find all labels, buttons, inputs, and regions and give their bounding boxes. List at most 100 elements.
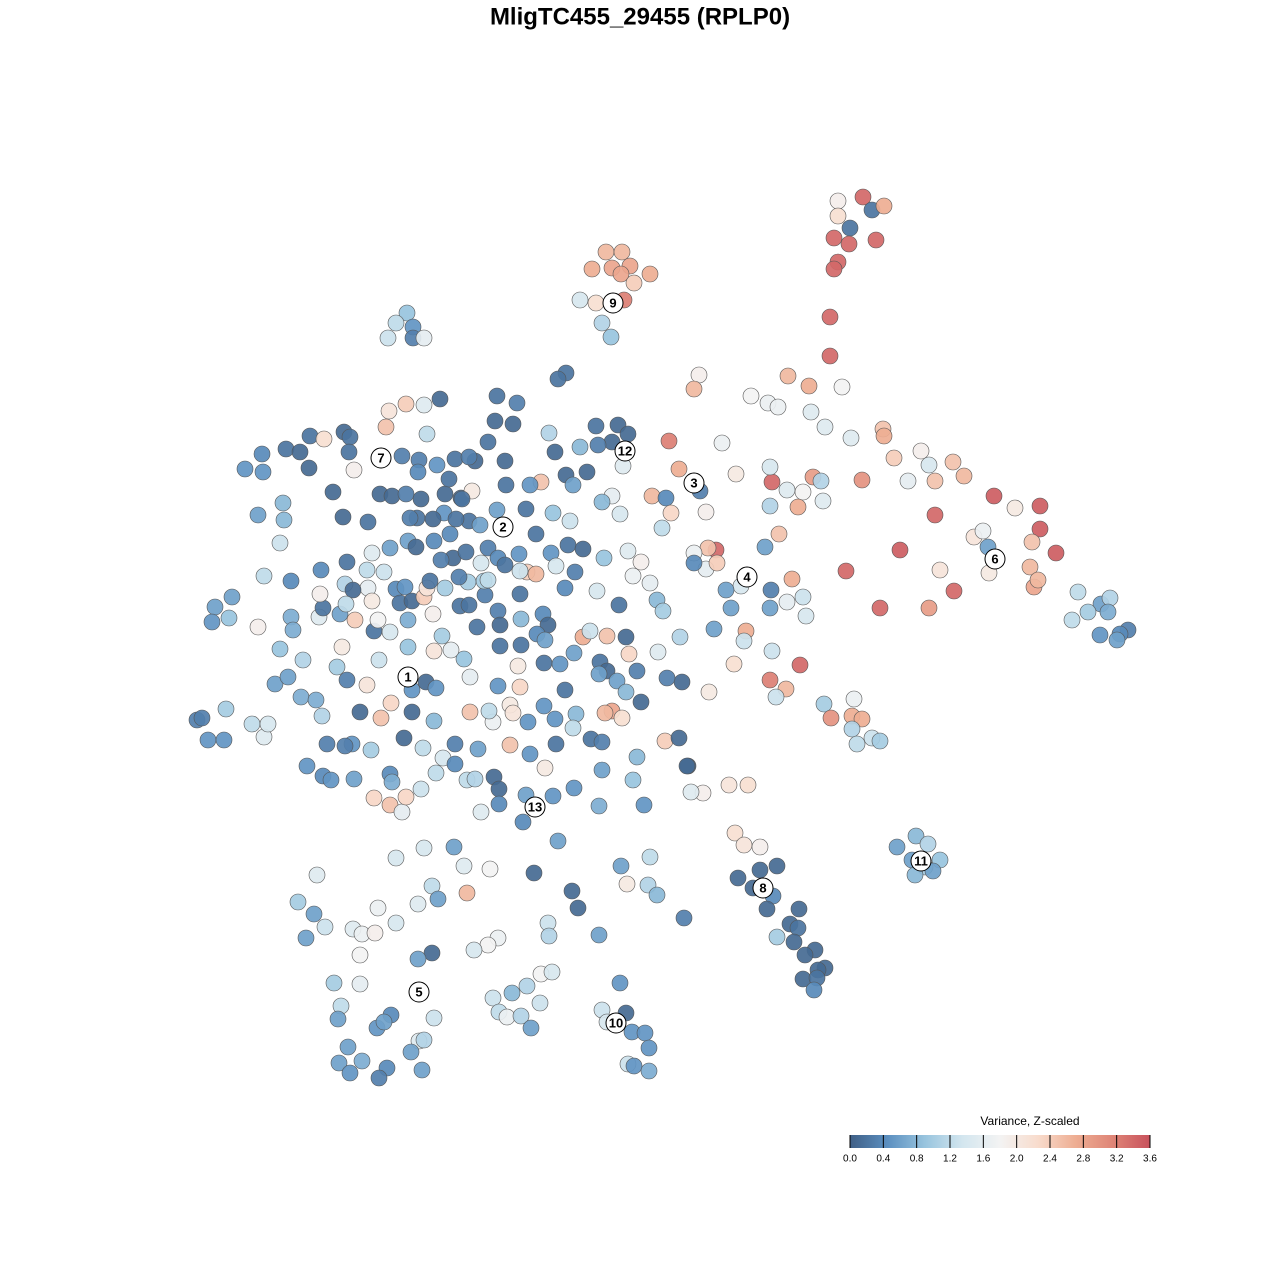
point: [440, 470, 458, 488]
point: [841, 219, 859, 237]
point: [512, 636, 530, 654]
point: [512, 610, 530, 628]
point: [657, 489, 675, 507]
point: [359, 513, 377, 531]
point: [899, 472, 917, 490]
point: [751, 861, 769, 879]
point: [521, 476, 539, 494]
point: [821, 308, 839, 326]
point: [489, 602, 507, 620]
point: [236, 460, 254, 478]
point: [536, 631, 554, 649]
point: [829, 207, 847, 225]
point: [1079, 603, 1097, 621]
point: [330, 1054, 348, 1072]
point: [611, 974, 629, 992]
point: [412, 490, 430, 508]
colorbar: [850, 1135, 1150, 1148]
point: [501, 736, 519, 754]
point: [549, 832, 567, 850]
point: [425, 712, 443, 730]
point: [455, 650, 473, 668]
point: [460, 596, 478, 614]
point: [662, 504, 680, 522]
point: [381, 539, 399, 557]
point: [853, 471, 871, 489]
point: [620, 645, 638, 663]
point: [564, 476, 582, 494]
cluster-label-badge: [397, 666, 419, 688]
point: [739, 776, 757, 794]
point: [613, 709, 631, 727]
colorbar-tick-label: 3.2: [1110, 1154, 1124, 1165]
point: [427, 679, 445, 697]
cluster-label: 13: [528, 799, 542, 814]
point: [697, 503, 715, 521]
point: [569, 899, 587, 917]
point: [713, 434, 731, 452]
point: [351, 946, 369, 964]
cluster-label-badge: [736, 566, 758, 588]
cluster-label: 5: [415, 984, 422, 999]
point: [531, 994, 549, 1012]
point: [338, 671, 356, 689]
point: [762, 581, 780, 599]
point: [432, 551, 450, 569]
point: [641, 574, 659, 592]
point: [424, 510, 442, 528]
point: [527, 525, 545, 543]
point: [751, 838, 769, 856]
point: [640, 1062, 658, 1080]
point: [565, 779, 583, 797]
point: [1069, 583, 1087, 601]
point: [829, 192, 847, 210]
point: [491, 637, 509, 655]
cluster-label-badge: [614, 440, 636, 462]
point: [789, 919, 807, 937]
point: [931, 561, 949, 579]
point: [767, 688, 785, 706]
point: [274, 494, 292, 512]
cluster-label: 12: [618, 443, 632, 458]
point: [292, 688, 310, 706]
point: [282, 572, 300, 590]
point: [912, 442, 930, 460]
point: [396, 578, 414, 596]
point: [345, 770, 363, 788]
point: [480, 702, 498, 720]
point: [344, 581, 362, 599]
point: [481, 860, 499, 878]
point: [891, 541, 909, 559]
point: [593, 761, 611, 779]
point: [193, 709, 211, 727]
point: [277, 440, 295, 458]
point: [1023, 533, 1041, 551]
point: [625, 1057, 643, 1075]
point: [641, 265, 659, 283]
point: [338, 553, 356, 571]
colorbar-tick-label: 2.4: [1043, 1154, 1057, 1165]
colorbar-tick-label: 0.8: [910, 1154, 924, 1165]
point: [588, 582, 606, 600]
point: [223, 588, 241, 606]
point: [761, 671, 779, 689]
point: [301, 427, 319, 445]
point: [297, 929, 315, 947]
point: [469, 740, 487, 758]
point: [387, 914, 405, 932]
point: [670, 460, 688, 478]
point: [789, 498, 807, 516]
point: [619, 425, 637, 443]
point: [445, 838, 463, 856]
point: [613, 243, 631, 261]
point: [336, 737, 354, 755]
point: [853, 710, 871, 728]
colorbar-tick-label: 1.6: [976, 1154, 990, 1165]
point: [436, 485, 454, 503]
point: [564, 719, 582, 737]
point: [758, 900, 776, 918]
point: [618, 875, 636, 893]
point: [581, 622, 599, 640]
point: [794, 588, 812, 606]
point: [479, 433, 497, 451]
